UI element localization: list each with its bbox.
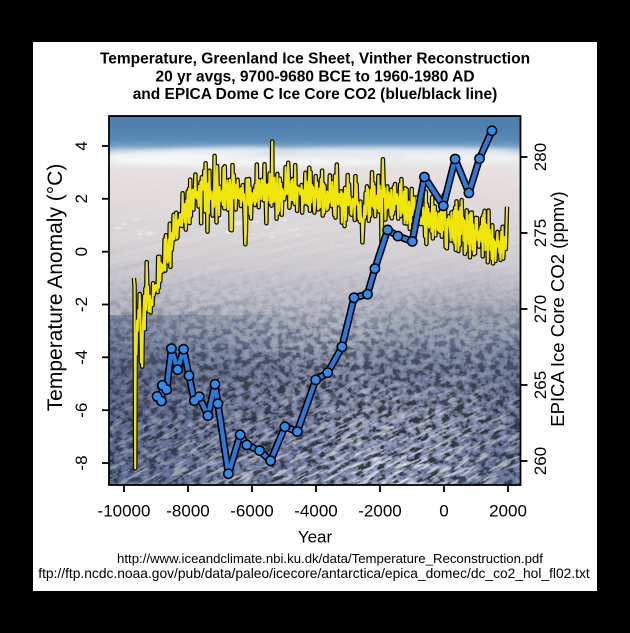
svg-text:http://www.iceandclimate.nbi.k: http://www.iceandclimate.nbi.ku.dk/data/… (117, 551, 543, 566)
svg-text:270: 270 (531, 295, 550, 323)
svg-text:280: 280 (531, 143, 550, 171)
svg-text:-4: -4 (72, 350, 91, 365)
svg-text:265: 265 (531, 371, 550, 399)
svg-text:Temperature Anomaly (°C): Temperature Anomaly (°C) (44, 164, 67, 412)
svg-text:-2000: -2000 (358, 502, 401, 521)
svg-text:and EPICA Dome C Ice Core CO2: and EPICA Dome C Ice Core CO2 (blue/blac… (133, 86, 498, 103)
svg-text:2000: 2000 (489, 502, 527, 521)
svg-text:ftp://ftp.ncdc.noaa.gov/pub/da: ftp://ftp.ncdc.noaa.gov/pub/data/paleo/i… (38, 566, 590, 581)
svg-text:2: 2 (72, 194, 91, 203)
svg-text:275: 275 (531, 219, 550, 247)
svg-text:0: 0 (439, 502, 448, 521)
svg-text:EPICA Ice Core CO2 (ppmv): EPICA Ice Core CO2 (ppmv) (547, 191, 568, 426)
svg-text:-8000: -8000 (166, 502, 209, 521)
svg-text:-6000: -6000 (230, 502, 273, 521)
svg-text:Year: Year (298, 528, 333, 547)
svg-text:20 yr avgs, 9700-9680 BCE to 1: 20 yr avgs, 9700-9680 BCE to 1960-1980 A… (155, 68, 474, 85)
svg-text:260: 260 (531, 447, 550, 475)
svg-text:Temperature, Greenland Ice She: Temperature, Greenland Ice Sheet, Vinthe… (100, 51, 530, 68)
svg-text:4: 4 (72, 141, 91, 150)
svg-text:-2: -2 (72, 297, 91, 312)
svg-text:-6: -6 (72, 403, 91, 418)
svg-text:-8: -8 (72, 455, 91, 470)
svg-text:0: 0 (72, 247, 91, 256)
svg-text:-10000: -10000 (98, 502, 151, 521)
svg-text:-4000: -4000 (294, 502, 337, 521)
